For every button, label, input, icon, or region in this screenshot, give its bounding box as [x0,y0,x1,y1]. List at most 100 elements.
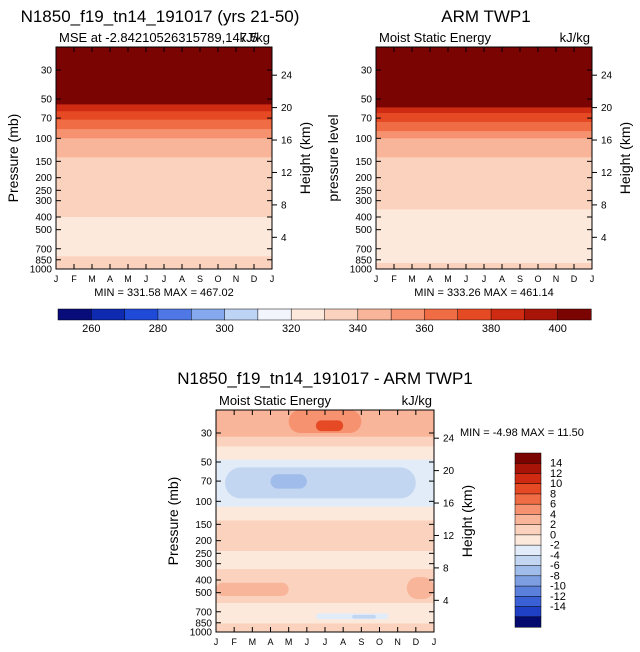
y-tick-label: 150 [195,520,212,531]
height-tick-label: 8 [443,563,449,574]
colorbar-label: -4 [550,550,560,562]
colorbar-swatch [514,452,542,464]
x-tick-label: O [376,637,383,647]
y-tick-label: 30 [41,66,53,77]
contour-field [56,47,272,269]
contour-band [56,119,272,130]
height-tick-label: 16 [443,499,455,510]
y-tick-label: 500 [195,588,212,599]
contour-band [376,131,592,139]
x-tick-label: N [394,637,401,647]
colorbar-label: 8 [550,488,556,500]
y-tick-label: 70 [201,477,213,488]
contour-band [376,138,592,159]
contour-region [406,577,434,600]
height-tick-label: 24 [281,71,293,82]
x-tick-label: J [54,274,59,284]
height-tick-label: 8 [281,200,287,211]
x-tick-label: J [144,274,149,284]
contour-band [56,157,272,218]
min-max-stats: MIN = 333.26 MAX = 461.14 [414,287,553,299]
colorbar-swatch [514,555,542,567]
colorbar-label: 0 [550,529,556,541]
y-tick-label: 150 [355,157,372,168]
colorbar-swatch [514,565,542,577]
colorbar-swatch [514,473,542,485]
x-tick-label: A [427,274,433,284]
colorbar-swatch [390,308,425,321]
y-tick-label: 200 [195,536,212,547]
y-tick-label: 850 [355,255,372,266]
height-tick-label: 16 [281,136,293,147]
min-max-stats: MIN = 331.58 MAX = 467.02 [94,287,233,299]
y-tick-label: 700 [35,244,52,255]
colorbar-label: -2 [550,540,560,552]
y-axis-label-right: Height (km) [459,485,475,557]
colorbar-swatch [457,308,492,321]
x-tick-label: J [464,274,469,284]
y-tick-label: 70 [361,114,373,125]
x-tick-label: J [305,637,310,647]
contour-band [56,104,272,112]
height-tick-label: 8 [601,200,607,211]
x-tick-label: D [571,274,578,284]
y-tick-label: 300 [355,196,372,207]
y-tick-label: 1000 [350,265,373,276]
y-tick-label: 1000 [30,265,53,276]
right-panel-title: ARM TWP1 [441,7,530,26]
colorbar-swatch [514,544,542,556]
colorbar-label: 2 [550,519,556,531]
y-tick-label: 100 [35,134,52,145]
x-tick-label: M [285,637,293,647]
contour-band [376,107,592,114]
colorbar-swatch [514,596,542,608]
height-tick-label: 24 [601,71,613,82]
contour-region [315,613,389,620]
contour-band [376,209,592,264]
y-tick-label: 1000 [190,628,213,639]
x-tick-label: M [124,274,132,284]
colorbar-label: 14 [550,458,562,470]
x-tick-label: J [590,274,595,284]
y-axis-label-right: Height (km) [297,122,313,194]
x-tick-label: F [71,274,77,284]
colorbar-label: -6 [550,560,560,572]
x-tick-label: M [408,274,416,284]
colorbar-swatch [514,616,542,628]
contour-region [225,467,416,499]
x-tick-label: S [358,637,364,647]
contour-band [56,111,272,121]
colorbar-swatch [257,308,292,321]
colorbar-swatch [514,514,542,526]
y-axis-label: pressure level [325,114,341,201]
x-tick-label: J [374,274,379,284]
y-tick-label: 50 [361,94,373,105]
x-tick-label: S [197,274,203,284]
x-tick-label: N [233,274,240,284]
y-axis-label: Pressure (mb) [165,477,181,566]
height-tick-label: 12 [601,168,613,179]
colorbar-swatch [91,308,126,321]
x-tick-label: J [432,637,437,647]
diff-panel: Moist Static Energy kJ/kg3050701001502002… [165,393,584,647]
x-tick-label: J [162,274,167,284]
height-tick-label: 4 [281,233,287,244]
colorbar-swatch [490,308,525,321]
colorbar-swatch [514,575,542,587]
x-tick-label: A [267,637,273,647]
colorbar-label: 10 [550,478,562,490]
y-tick-label: 70 [41,114,53,125]
left-panel: MSE at -2.84210526315789,147.5kJ/kg 30 50 7… [5,30,313,299]
units-label: kJ/kg [240,30,270,45]
units-label: kJ/kg [402,393,432,408]
x-tick-label: O [214,274,221,284]
colorbar-swatch [124,308,159,321]
contour-band [376,157,592,211]
colorbar-label: -12 [550,591,566,603]
y-tick-label: 100 [195,497,212,508]
height-tick-label: 12 [281,168,293,179]
absolute-colorbar: 260 280 300 320 340 360 380 400 [57,308,592,335]
colorbar-label: 360 [415,323,433,335]
colorbar-swatch [524,308,559,321]
